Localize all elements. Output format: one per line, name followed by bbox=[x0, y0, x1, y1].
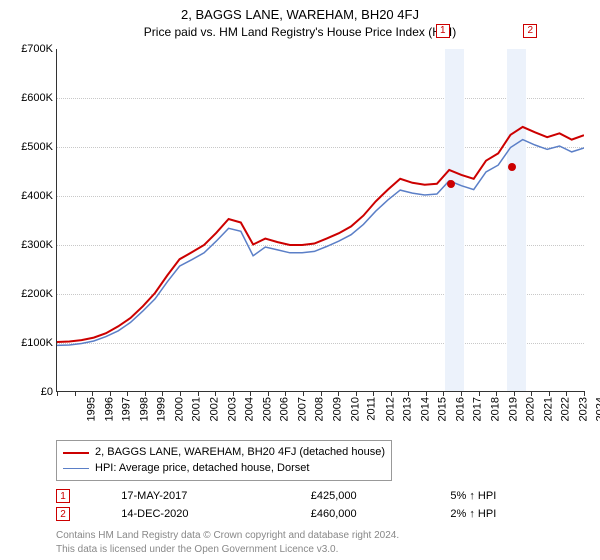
plot-area: £0£100K£200K£300K£400K£500K£600K£700K199… bbox=[56, 49, 584, 392]
xtick-label: 2013 bbox=[402, 397, 414, 421]
xtick-label: 2014 bbox=[419, 397, 431, 421]
marker-label: 2 bbox=[523, 24, 537, 38]
marker-label: 1 bbox=[436, 24, 450, 38]
marker-dot bbox=[447, 180, 455, 188]
xtick-label: 2012 bbox=[384, 397, 396, 421]
txn-price: £460,000 bbox=[311, 505, 451, 523]
xtick-label: 2016 bbox=[454, 397, 466, 421]
xtick bbox=[584, 391, 585, 396]
ytick-label: £200K bbox=[21, 288, 53, 300]
transactions-table: 1 17-MAY-2017£425,0005% ↑ HPI 2 14-DEC-2020… bbox=[56, 487, 590, 523]
xtick-label: 2011 bbox=[366, 397, 378, 421]
table-row: 1 17-MAY-2017£425,0005% ↑ HPI bbox=[56, 487, 590, 505]
xtick-label: 2002 bbox=[208, 397, 220, 421]
ytick-label: £400K bbox=[21, 190, 53, 202]
ytick-label: £300K bbox=[21, 239, 53, 251]
xtick-label: 1998 bbox=[138, 397, 150, 421]
legend-row: 2, BAGGS LANE, WAREHAM, BH20 4FJ (detach… bbox=[63, 445, 385, 460]
xtick-label: 2018 bbox=[490, 397, 502, 421]
txn-date: 14-DEC-2020 bbox=[121, 505, 310, 523]
footer-line-2: This data is licensed under the Open Gov… bbox=[56, 543, 590, 557]
ytick-label: £0 bbox=[41, 386, 53, 398]
xtick-label: 2022 bbox=[560, 397, 572, 421]
footer: Contains HM Land Registry data © Crown c… bbox=[56, 529, 590, 556]
xtick-label: 2003 bbox=[226, 397, 238, 421]
chart-wrap: £0 £100K £200K £300K £400K £500K £600K £700K 199… bbox=[10, 45, 590, 434]
chart-container: 2, BAGGS LANE, WAREHAM, BH20 4FJ Price p… bbox=[0, 0, 600, 560]
marker-box: 1 bbox=[56, 489, 70, 503]
txn-price: £425,000 bbox=[311, 487, 451, 505]
legend-box: 2, BAGGS LANE, WAREHAM, BH20 4FJ (detach… bbox=[56, 440, 392, 481]
xtick-label: 2010 bbox=[349, 397, 361, 421]
xtick-label: 2000 bbox=[173, 397, 185, 421]
series-line-hpi bbox=[57, 140, 584, 346]
xtick-label: 2017 bbox=[472, 397, 484, 421]
xtick-label: 2006 bbox=[279, 397, 291, 421]
xtick-label: 1997 bbox=[121, 397, 133, 421]
xtick-label: 2009 bbox=[331, 397, 343, 421]
marker-box: 2 bbox=[56, 507, 70, 521]
ytick-label: £500K bbox=[21, 141, 53, 153]
xtick-label: 2021 bbox=[542, 397, 554, 421]
footer-line-1: Contains HM Land Registry data © Crown c… bbox=[56, 529, 590, 543]
ytick-label: £100K bbox=[21, 337, 53, 349]
xtick-label: 2015 bbox=[437, 397, 449, 421]
legend-label: HPI: Average price, detached house, Dors… bbox=[95, 461, 309, 476]
page-subtitle: Price paid vs. HM Land Registry's House … bbox=[10, 24, 590, 41]
xtick-label: 1995 bbox=[85, 397, 97, 421]
xtick-label: 1999 bbox=[156, 397, 168, 421]
txn-date: 17-MAY-2017 bbox=[121, 487, 310, 505]
xtick-label: 2024 bbox=[595, 397, 600, 421]
xtick-label: 2019 bbox=[507, 397, 519, 421]
xtick-label: 2020 bbox=[525, 397, 537, 421]
xtick-label: 1996 bbox=[103, 397, 115, 421]
chart-area: £0£100K£200K£300K£400K£500K£600K£700K199… bbox=[56, 49, 584, 392]
page-title: 2, BAGGS LANE, WAREHAM, BH20 4FJ bbox=[10, 6, 590, 24]
table-row: 2 14-DEC-2020£460,0002% ↑ HPI bbox=[56, 505, 590, 523]
txn-delta: 5% ↑ HPI bbox=[450, 487, 590, 505]
ytick-label: £700K bbox=[21, 43, 53, 55]
xtick-label: 2004 bbox=[244, 397, 256, 421]
legend-label: 2, BAGGS LANE, WAREHAM, BH20 4FJ (detach… bbox=[95, 445, 385, 460]
xtick-label: 2008 bbox=[314, 397, 326, 421]
marker-dot bbox=[508, 163, 516, 171]
xtick-label: 2007 bbox=[296, 397, 308, 421]
xtick-label: 2023 bbox=[577, 397, 589, 421]
legend-swatch bbox=[63, 452, 89, 454]
xtick-label: 2005 bbox=[261, 397, 273, 421]
legend-swatch bbox=[63, 468, 89, 470]
series-svg bbox=[57, 49, 584, 392]
series-line-property bbox=[57, 127, 584, 342]
ytick-label: £600K bbox=[21, 92, 53, 104]
legend: 2, BAGGS LANE, WAREHAM, BH20 4FJ (detach… bbox=[10, 438, 590, 487]
legend-row: HPI: Average price, detached house, Dors… bbox=[63, 461, 385, 476]
txn-delta: 2% ↑ HPI bbox=[450, 505, 590, 523]
xtick-label: 2001 bbox=[191, 397, 203, 421]
